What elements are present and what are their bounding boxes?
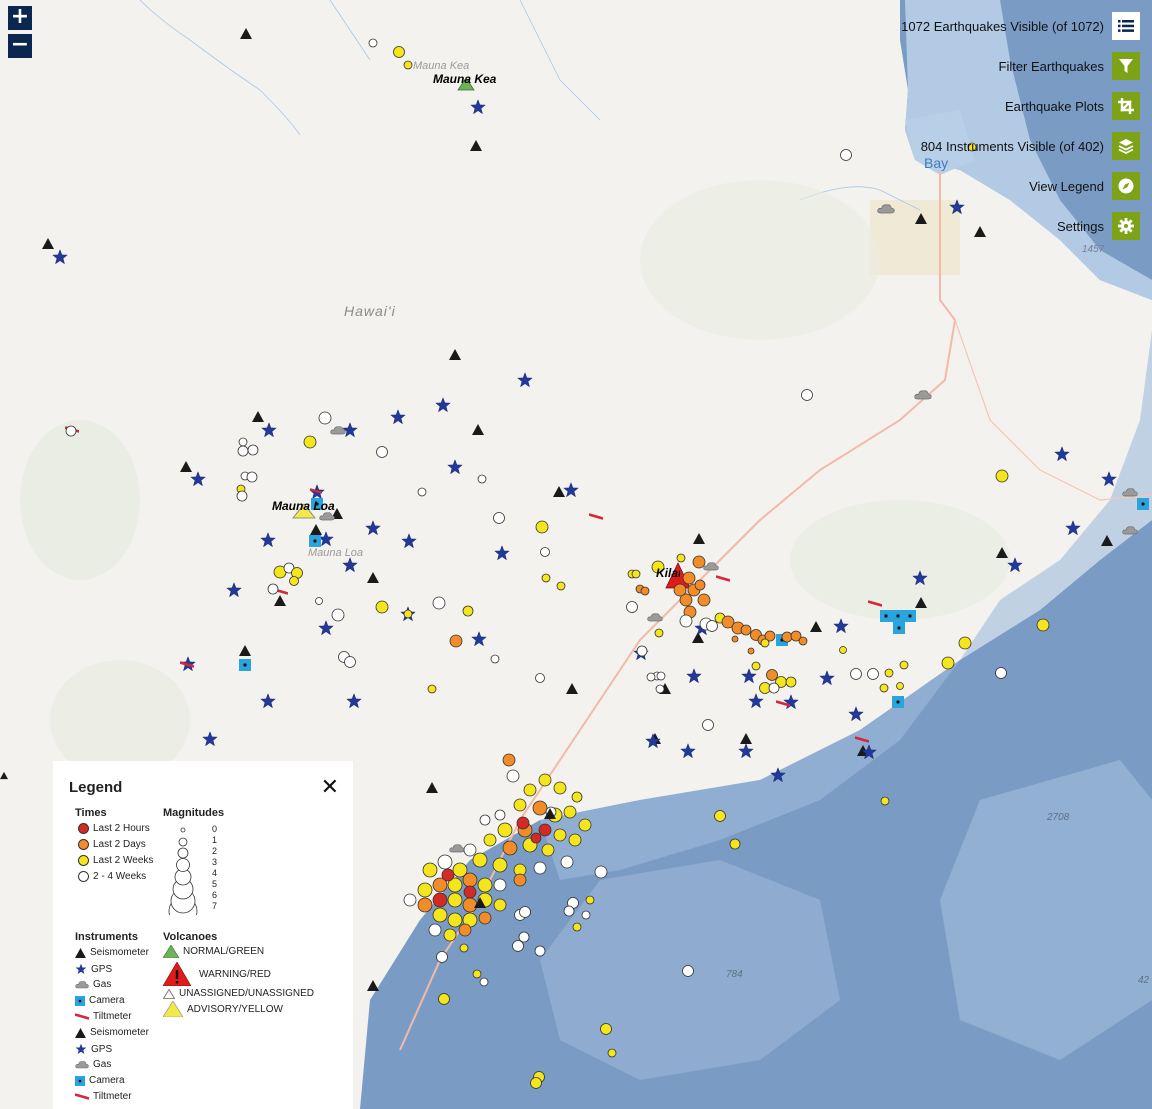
depth-label: 42 — [1138, 975, 1150, 986]
magnitude-value: 0 — [212, 824, 218, 834]
zoom-in-button[interactable]: + — [8, 6, 32, 30]
camera-icon — [75, 1075, 85, 1086]
depth-label: 784 — [726, 969, 743, 980]
legend-volcano-item: WARNING/RED — [163, 961, 271, 987]
camera-icon — [75, 995, 85, 1006]
magnitude-value: 5 — [212, 879, 218, 889]
magnitude-value: 6 — [212, 890, 218, 900]
region-label-hawaii: Hawai'i — [344, 303, 396, 319]
instruments-control[interactable]: 804 Instruments Visible (of 402) — [921, 132, 1140, 160]
gas-cloud-icon — [75, 1061, 89, 1069]
filter-earthquakes-button[interactable] — [1112, 52, 1140, 80]
settings-control[interactable]: Settings — [1057, 212, 1140, 240]
earthquakes-visible-count: 1072 Earthquakes Visible (of 1072) — [901, 18, 1104, 34]
volcano-warning-red-icon — [163, 962, 191, 986]
legend-instrument-item: Gas — [75, 1059, 111, 1070]
volcano-green-icon — [163, 945, 179, 958]
legend-panel: Legend ✕ Times Last 2 Hours Last 2 Days … — [53, 761, 353, 1109]
compass-icon — [1118, 178, 1134, 194]
bay-label: Bay — [924, 155, 949, 171]
magnitude-value: 3 — [212, 857, 218, 867]
legend-instrument-item: Camera — [75, 995, 125, 1006]
legend-instrument-item: Tiltmeter — [75, 1011, 132, 1022]
settings-label: Settings — [1057, 218, 1104, 234]
filter-earthquakes-label: Filter Earthquakes — [998, 58, 1105, 74]
seismometer-icon — [75, 947, 86, 958]
gear-icon — [1118, 218, 1134, 234]
depth-label: 1457 — [1082, 244, 1105, 255]
legend-title: Legend — [69, 779, 123, 796]
earthquakes-list-control[interactable]: 1072 Earthquakes Visible (of 1072) — [901, 12, 1140, 40]
volcano-label-kilauea[interactable]: Kilauea — [656, 566, 680, 580]
orange-dot-icon — [78, 839, 89, 850]
volcano-label-mauna-kea[interactable]: Mauna Kea — [433, 72, 497, 86]
legend-volcano-item: NORMAL/GREEN — [163, 945, 264, 958]
layers-icon — [1118, 139, 1134, 154]
peak-label-mauna-kea: Mauna Kea — [413, 60, 470, 72]
legend-instrument-item: Seismometer — [75, 1027, 149, 1038]
earthquake-markers — [65, 38, 1050, 1089]
list-icon — [1118, 20, 1134, 32]
filter-earthquakes-control[interactable]: Filter Earthquakes — [998, 52, 1140, 80]
view-legend-label: View Legend — [1029, 178, 1104, 194]
volcano-label-mauna-loa[interactable]: Mauna Loa — [272, 499, 335, 513]
tiltmeter-icon — [75, 1013, 89, 1020]
earthquake-plots-label: Earthquake Plots — [1004, 98, 1104, 114]
gps-star-icon — [75, 963, 87, 975]
magnitude-scale-icon — [168, 827, 198, 915]
legend-volcano-item: UNASSIGNED/UNASSIGNED — [163, 988, 314, 999]
volcanoes-title: Volcanoes — [163, 931, 218, 943]
legend-volcano-item: ADVISORY/YELLOW — [163, 1001, 283, 1017]
volcano-mauna-loa-icon — [292, 503, 316, 519]
tiltmeter-icon — [75, 1093, 89, 1100]
legend-time-item: Last 2 Hours — [78, 823, 150, 834]
layers-button[interactable] — [1112, 132, 1140, 160]
kilauea-cluster — [626, 553, 847, 694]
legend-instrument-item: Camera — [75, 1075, 125, 1086]
magnitude-value: 2 — [212, 846, 218, 856]
magnitude-value: 1 — [212, 835, 218, 845]
legend-time-item: Last 2 Days — [78, 839, 146, 850]
view-legend-control[interactable]: View Legend — [1029, 172, 1140, 200]
red-dot-icon — [78, 823, 89, 834]
volcano-mauna-kea-icon — [457, 77, 475, 91]
magnitude-value: 4 — [212, 868, 218, 878]
magnitudes-title: Magnitudes — [163, 807, 225, 819]
legend-instrument-item: Tiltmeter — [75, 1091, 132, 1102]
crop-icon — [1118, 98, 1134, 114]
list-button[interactable] — [1112, 12, 1140, 40]
south-flank-cluster — [403, 753, 592, 942]
legend-instrument-item: GPS — [75, 963, 112, 975]
legend-instrument-item: Seismometer — [75, 947, 149, 958]
filter-icon — [1119, 59, 1133, 73]
white-dot-icon — [78, 871, 89, 882]
gps-star-icon — [75, 1043, 87, 1055]
instruments-title: Instruments — [75, 931, 138, 943]
legend-time-item: 2 - 4 Weeks — [78, 871, 146, 882]
settings-button[interactable] — [1112, 212, 1140, 240]
legend-close-button[interactable]: ✕ — [320, 775, 339, 800]
depth-label: 2708 — [1047, 812, 1070, 823]
legend-time-item: Last 2 Weeks — [78, 855, 153, 866]
magnitude-value: 7 — [212, 901, 218, 911]
gas-cloud-icon — [75, 981, 89, 989]
seismometer-icon — [75, 1027, 86, 1038]
volcano-unassigned-icon — [163, 988, 175, 999]
earthquake-plots-button[interactable] — [1112, 92, 1140, 120]
zoom-out-button[interactable]: − — [8, 34, 32, 58]
volcano-advisory-yellow-icon — [163, 1001, 183, 1017]
legend-instrument-item: Gas — [75, 979, 111, 990]
peak-label-mauna-loa: Mauna Loa — [308, 547, 364, 559]
view-legend-button[interactable] — [1112, 172, 1140, 200]
legend-instrument-item: GPS — [75, 1043, 112, 1055]
times-title: Times — [75, 807, 107, 819]
instruments-visible-count: 804 Instruments Visible (of 402) — [920, 138, 1104, 154]
earthquake-plots-control[interactable]: Earthquake Plots — [1005, 92, 1140, 120]
yellow-dot-icon — [78, 855, 89, 866]
